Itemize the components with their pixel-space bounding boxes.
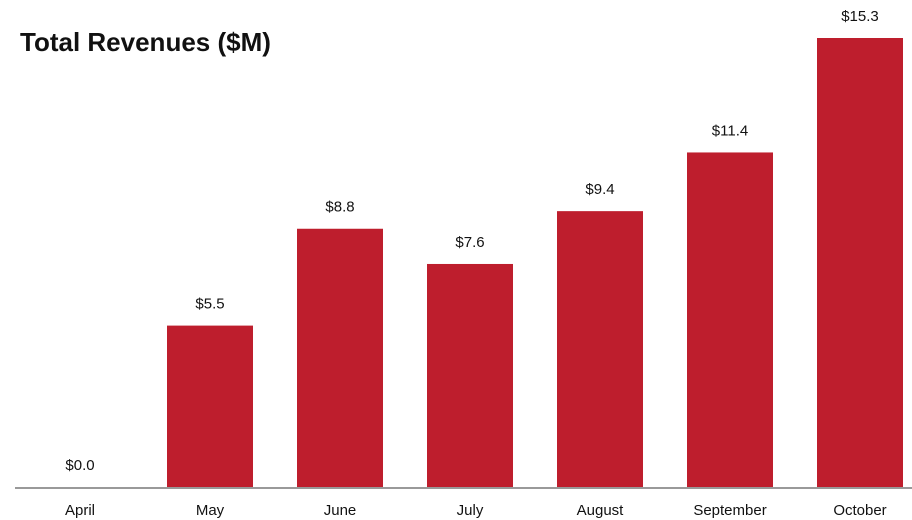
x-tick-label: June xyxy=(324,502,357,519)
bar xyxy=(687,152,773,487)
x-tick-label: May xyxy=(196,502,225,519)
value-label: $15.3 xyxy=(841,8,879,25)
bar xyxy=(167,325,253,487)
chart-title: Total Revenues ($M) xyxy=(20,27,271,57)
bar xyxy=(557,211,643,487)
x-tick-label: September xyxy=(693,502,766,519)
value-label: $11.4 xyxy=(712,122,748,139)
value-label: $5.5 xyxy=(195,296,224,313)
value-label: $9.4 xyxy=(585,181,614,198)
value-label: $7.6 xyxy=(455,234,484,251)
bar xyxy=(297,228,383,487)
bar xyxy=(817,38,903,487)
x-tick-label: April xyxy=(65,502,95,519)
x-tick-label: October xyxy=(833,502,886,519)
value-label: $8.8 xyxy=(325,199,354,216)
bar xyxy=(427,263,513,487)
value-label: $0.0 xyxy=(65,457,94,474)
x-tick-label: July xyxy=(457,502,484,519)
x-tick-label: August xyxy=(577,502,625,519)
